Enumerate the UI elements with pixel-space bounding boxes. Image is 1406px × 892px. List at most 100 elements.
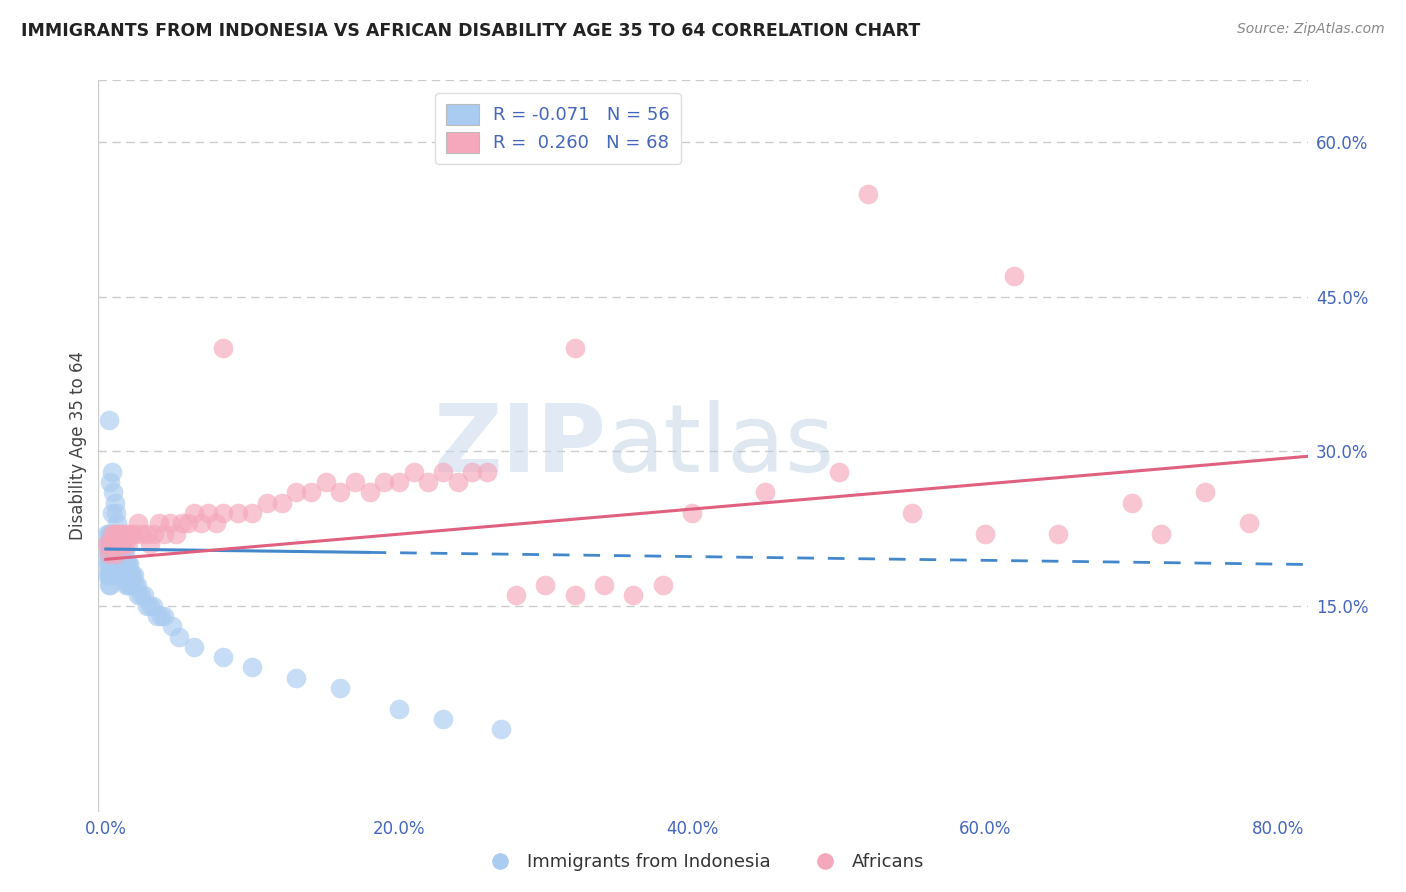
- Point: [100, 506, 122, 520]
- Point: [299, 485, 322, 500]
- Point: [827, 465, 849, 479]
- Point: [108, 547, 131, 561]
- Point: [97, 526, 120, 541]
- Point: [98, 526, 121, 541]
- Point: [101, 485, 124, 500]
- Y-axis label: Disability Age 35 to 64: Disability Age 35 to 64: [69, 351, 87, 541]
- Point: [100, 526, 122, 541]
- Point: [315, 475, 337, 489]
- Point: [98, 537, 121, 551]
- Point: [505, 588, 527, 602]
- Point: [105, 547, 128, 561]
- Point: [120, 567, 142, 582]
- Point: [160, 619, 183, 633]
- Point: [96, 537, 118, 551]
- Point: [114, 537, 136, 551]
- Point: [112, 547, 135, 561]
- Point: [97, 578, 120, 592]
- Point: [329, 485, 352, 500]
- Point: [159, 516, 181, 531]
- Point: [107, 516, 129, 531]
- Point: [105, 558, 128, 572]
- Point: [107, 537, 129, 551]
- Point: [118, 558, 141, 572]
- Point: [115, 578, 138, 592]
- Point: [98, 578, 121, 592]
- Point: [901, 506, 924, 520]
- Point: [117, 537, 139, 551]
- Point: [117, 578, 139, 592]
- Point: [111, 537, 134, 551]
- Point: [373, 475, 395, 489]
- Point: [754, 485, 776, 500]
- Point: [132, 588, 155, 602]
- Point: [101, 537, 124, 551]
- Point: [100, 547, 122, 561]
- Point: [256, 496, 278, 510]
- Point: [359, 485, 381, 500]
- Point: [97, 567, 120, 582]
- Point: [107, 567, 129, 582]
- Point: [121, 578, 143, 592]
- Point: [103, 547, 125, 561]
- Point: [475, 465, 498, 479]
- Text: IMMIGRANTS FROM INDONESIA VS AFRICAN DISABILITY AGE 35 TO 64 CORRELATION CHART: IMMIGRANTS FROM INDONESIA VS AFRICAN DIS…: [21, 22, 921, 40]
- Point: [110, 547, 132, 561]
- Point: [107, 526, 129, 541]
- Point: [240, 506, 263, 520]
- Point: [167, 630, 190, 644]
- Point: [212, 506, 235, 520]
- Point: [103, 558, 125, 572]
- Point: [197, 506, 219, 520]
- Point: [98, 547, 121, 561]
- Point: [388, 702, 411, 716]
- Point: [105, 526, 128, 541]
- Point: [564, 341, 586, 355]
- Point: [105, 547, 128, 561]
- Point: [101, 537, 124, 551]
- Point: [108, 537, 131, 551]
- Point: [138, 599, 160, 613]
- Point: [127, 516, 149, 531]
- Point: [135, 599, 157, 613]
- Point: [183, 640, 205, 654]
- Point: [110, 537, 132, 551]
- Point: [974, 526, 997, 541]
- Point: [651, 578, 673, 592]
- Point: [108, 526, 131, 541]
- Point: [101, 526, 124, 541]
- Point: [131, 526, 153, 541]
- Point: [212, 650, 235, 665]
- Point: [135, 526, 157, 541]
- Point: [432, 712, 454, 726]
- Point: [122, 567, 145, 582]
- Point: [100, 558, 122, 572]
- Point: [103, 496, 125, 510]
- Point: [534, 578, 557, 592]
- Point: [343, 475, 366, 489]
- Point: [124, 526, 146, 541]
- Point: [101, 547, 124, 561]
- Point: [146, 609, 169, 624]
- Point: [183, 506, 205, 520]
- Point: [1194, 485, 1216, 500]
- Point: [461, 465, 484, 479]
- Point: [103, 526, 125, 541]
- Point: [1004, 268, 1026, 283]
- Text: atlas: atlas: [606, 400, 835, 492]
- Point: [114, 547, 136, 561]
- Point: [190, 516, 212, 531]
- Point: [114, 558, 136, 572]
- Point: [402, 465, 425, 479]
- Point: [125, 578, 148, 592]
- Point: [127, 588, 149, 602]
- Point: [143, 526, 166, 541]
- Point: [129, 588, 152, 602]
- Point: [226, 506, 249, 520]
- Point: [150, 609, 173, 624]
- Point: [1150, 526, 1173, 541]
- Point: [101, 526, 124, 541]
- Point: [138, 537, 160, 551]
- Point: [115, 558, 138, 572]
- Point: [1121, 496, 1143, 510]
